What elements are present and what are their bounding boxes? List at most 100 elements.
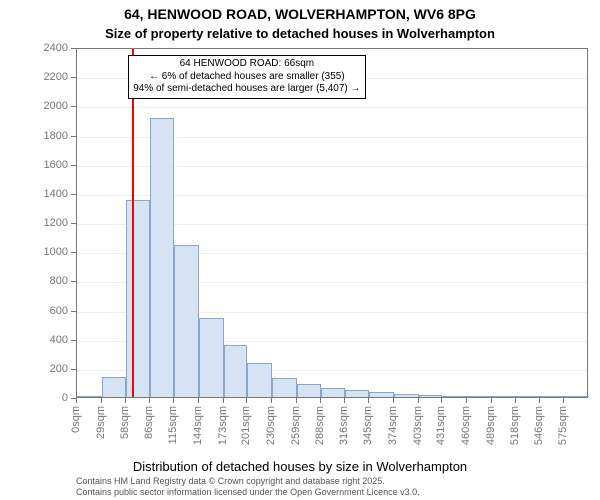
x-tick-label: 201sqm — [240, 406, 252, 445]
histogram-bar — [467, 396, 492, 397]
x-tick-mark — [149, 398, 150, 403]
footnote-text: Contains HM Land Registry data © Crown c… — [76, 476, 420, 498]
y-tick-label: 0 — [36, 392, 68, 404]
y-tick-label: 400 — [36, 334, 68, 346]
y-tick-label: 2400 — [36, 42, 68, 54]
x-tick-label: 29sqm — [95, 406, 107, 439]
x-tick-mark — [393, 398, 394, 403]
histogram-bar — [442, 396, 467, 397]
annotation-line: 94% of semi-detached houses are larger (… — [133, 83, 360, 96]
x-tick-mark — [344, 398, 345, 403]
x-tick-mark — [198, 398, 199, 403]
y-tick-mark — [71, 165, 76, 166]
x-tick-label: 0sqm — [70, 406, 82, 433]
x-tick-label: 230sqm — [265, 406, 277, 445]
x-tick-label: 546sqm — [533, 406, 545, 445]
x-tick-label: 316sqm — [338, 406, 350, 445]
x-tick-label: 374sqm — [387, 406, 399, 445]
x-tick-label: 58sqm — [119, 406, 131, 439]
y-tick-mark — [71, 136, 76, 137]
x-tick-label: 173sqm — [217, 406, 229, 445]
x-axis-label: Distribution of detached houses by size … — [0, 459, 600, 474]
y-tick-mark — [71, 194, 76, 195]
x-tick-mark — [246, 398, 247, 403]
histogram-bar — [492, 396, 517, 397]
y-tick-mark — [71, 223, 76, 224]
histogram-bar — [369, 392, 394, 397]
y-tick-label: 2200 — [36, 71, 68, 83]
histogram-bar — [321, 388, 345, 397]
x-tick-label: 460sqm — [460, 406, 472, 445]
x-tick-label: 575sqm — [557, 406, 569, 445]
chart-container: 64, HENWOOD ROAD, WOLVERHAMPTON, WV6 8PG… — [0, 0, 600, 500]
x-tick-label: 288sqm — [314, 406, 326, 445]
x-tick-mark — [368, 398, 369, 403]
y-tick-label: 1200 — [36, 217, 68, 229]
y-tick-mark — [71, 340, 76, 341]
x-tick-label: 518sqm — [509, 406, 521, 445]
x-tick-label: 115sqm — [167, 406, 179, 444]
y-tick-label: 1000 — [36, 246, 68, 258]
y-tick-mark — [71, 106, 76, 107]
chart-title-address: 64, HENWOOD ROAD, WOLVERHAMPTON, WV6 8PG — [0, 6, 600, 22]
x-tick-label: 259sqm — [290, 406, 302, 445]
gridline — [77, 107, 587, 108]
x-tick-mark — [418, 398, 419, 403]
x-tick-mark — [173, 398, 174, 403]
x-tick-mark — [296, 398, 297, 403]
x-tick-mark — [101, 398, 102, 403]
y-tick-mark — [71, 369, 76, 370]
x-tick-mark — [271, 398, 272, 403]
histogram-bar — [297, 384, 322, 397]
y-tick-mark — [71, 252, 76, 253]
x-tick-label: 144sqm — [192, 406, 204, 445]
chart-title-subtitle: Size of property relative to detached ho… — [0, 26, 600, 41]
histogram-bar — [77, 396, 102, 397]
histogram-bar — [419, 395, 443, 397]
x-tick-label: 489sqm — [485, 406, 497, 445]
x-tick-mark — [539, 398, 540, 403]
histogram-bar — [394, 394, 419, 397]
x-tick-mark — [125, 398, 126, 403]
histogram-bar — [199, 318, 224, 397]
histogram-bar — [126, 200, 150, 397]
plot-area: 64 HENWOOD ROAD: 66sqm← 6% of detached h… — [76, 48, 588, 398]
x-tick-mark — [76, 398, 77, 403]
x-tick-label: 86sqm — [143, 406, 155, 439]
histogram-bar — [516, 396, 540, 397]
histogram-bar — [272, 378, 297, 397]
y-tick-label: 600 — [36, 305, 68, 317]
x-tick-mark — [466, 398, 467, 403]
x-tick-label: 431sqm — [435, 406, 447, 445]
y-tick-mark — [71, 311, 76, 312]
histogram-bar — [102, 377, 127, 397]
histogram-bar — [345, 390, 370, 397]
y-tick-mark — [71, 48, 76, 49]
histogram-bar — [564, 396, 589, 397]
histogram-bar — [224, 345, 248, 398]
annotation-box: 64 HENWOOD ROAD: 66sqm← 6% of detached h… — [128, 55, 365, 99]
y-tick-mark — [71, 77, 76, 78]
histogram-bar — [174, 245, 199, 397]
x-tick-mark — [441, 398, 442, 403]
x-tick-mark — [491, 398, 492, 403]
histogram-bar — [247, 363, 272, 397]
annotation-line: ← 6% of detached houses are smaller (355… — [133, 71, 360, 84]
annotation-line: 64 HENWOOD ROAD: 66sqm — [133, 58, 360, 71]
x-tick-label: 345sqm — [362, 406, 374, 445]
y-tick-mark — [71, 281, 76, 282]
x-tick-mark — [515, 398, 516, 403]
y-tick-label: 1600 — [36, 159, 68, 171]
x-tick-mark — [320, 398, 321, 403]
y-tick-label: 200 — [36, 363, 68, 375]
y-tick-label: 1800 — [36, 130, 68, 142]
x-tick-mark — [563, 398, 564, 403]
x-tick-mark — [223, 398, 224, 403]
y-tick-label: 800 — [36, 275, 68, 287]
y-tick-label: 1400 — [36, 188, 68, 200]
histogram-bar — [150, 118, 175, 397]
y-tick-label: 2000 — [36, 100, 68, 112]
reference-line — [132, 49, 134, 397]
x-tick-label: 403sqm — [412, 406, 424, 445]
histogram-bar — [540, 396, 565, 397]
